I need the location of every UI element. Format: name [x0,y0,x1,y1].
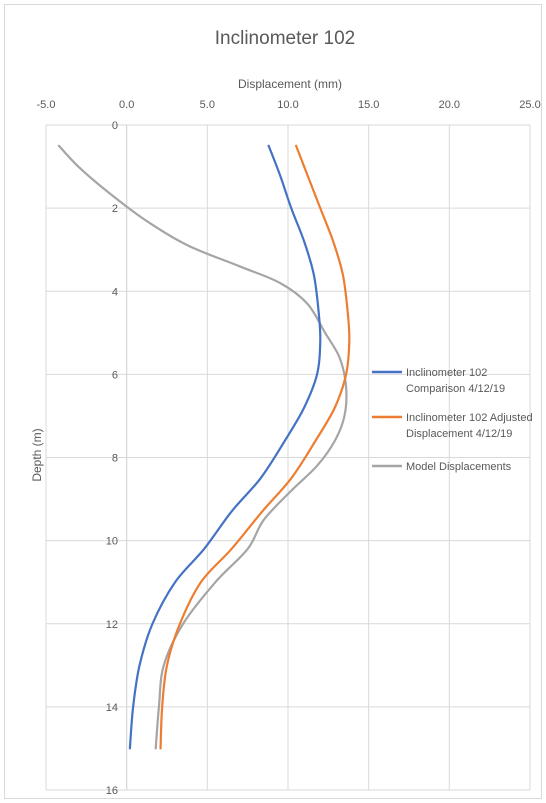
legend-label: Model Displacements [406,461,512,473]
x-tick-label: 15.0 [358,99,379,111]
gridlines [45,124,531,791]
y-tick-label: 2 [112,203,118,215]
legend-label-line2: Displacement 4/12/19 [406,428,512,440]
x-tick-label: -5.0 [37,99,56,111]
y-tick-label: 0 [112,120,118,132]
y-tick-label: 8 [112,453,118,465]
series-adjusted-line [159,144,351,750]
tick-labels: -5.0 0.0 5.0 10.0 15.0 20.0 25.0 0 2 4 6 8 10 12 14 16 [37,99,541,797]
x-axis-title: Displacement (mm) [238,77,342,91]
chart-title: Inclinometer 102 [215,28,355,49]
series-comparison-line [128,144,322,750]
y-tick-label: 14 [106,702,118,714]
y-tick-label: 4 [112,286,118,298]
x-tick-label: 5.0 [200,99,215,111]
y-tick-label: 12 [106,619,118,631]
legend-label: Inclinometer 102 [406,367,487,379]
legend-item: Inclinometer 102 Comparison 4/12/19 [372,367,505,395]
legend-label: Inclinometer 102 Adjusted [406,412,533,424]
y-tick-label: 6 [112,369,118,381]
x-tick-label: 25.0 [519,99,540,111]
y-tick-label: 16 [106,785,118,797]
x-tick-label: 0.0 [119,99,134,111]
legend-item: Model Displacements [372,461,512,473]
series-lines [57,144,351,750]
x-tick-label: 10.0 [277,99,298,111]
y-tick-label: 10 [106,536,118,548]
series-model-line [57,144,348,750]
legend-label-line2: Comparison 4/12/19 [406,383,505,395]
x-tick-label: 20.0 [439,99,460,111]
chart-frame [4,4,542,799]
y-axis-title: Depth (m) [30,428,44,481]
legend-item: Inclinometer 102 Adjusted Displacement 4/… [372,412,533,440]
